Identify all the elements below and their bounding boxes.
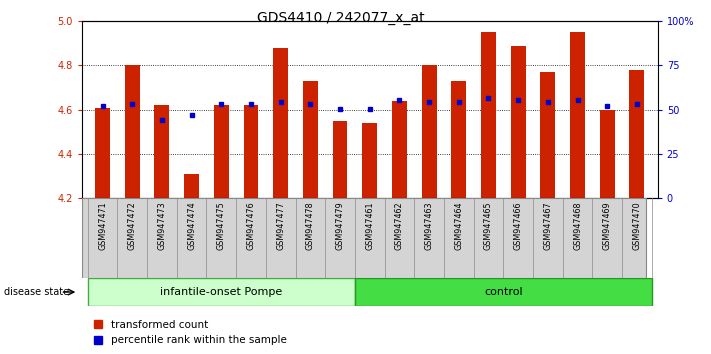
Text: GSM947469: GSM947469: [603, 201, 611, 250]
Bar: [481, 32, 496, 198]
Bar: [629, 70, 644, 198]
Text: GSM947462: GSM947462: [395, 201, 404, 250]
Text: GDS4410 / 242077_x_at: GDS4410 / 242077_x_at: [257, 11, 424, 25]
Bar: [422, 65, 437, 198]
Bar: [355, 278, 652, 306]
Bar: [363, 123, 377, 198]
Text: GSM947464: GSM947464: [454, 201, 464, 250]
Text: GSM947472: GSM947472: [128, 201, 137, 250]
Text: control: control: [484, 287, 523, 297]
Legend: transformed count, percentile rank within the sample: transformed count, percentile rank withi…: [94, 320, 287, 345]
Bar: [244, 105, 258, 198]
Text: GSM947474: GSM947474: [187, 201, 196, 250]
Bar: [570, 32, 585, 198]
Bar: [273, 48, 288, 198]
Bar: [303, 81, 318, 198]
Text: GSM947471: GSM947471: [98, 201, 107, 250]
Text: GSM947473: GSM947473: [157, 201, 166, 250]
Bar: [333, 121, 348, 198]
Bar: [510, 46, 525, 198]
Text: GSM947468: GSM947468: [573, 201, 582, 250]
Text: GSM947466: GSM947466: [513, 201, 523, 250]
Text: GSM947463: GSM947463: [424, 201, 434, 250]
Bar: [95, 108, 110, 198]
Bar: [184, 174, 199, 198]
Bar: [451, 81, 466, 198]
Bar: [154, 105, 169, 198]
Text: GSM947479: GSM947479: [336, 201, 345, 250]
Bar: [540, 72, 555, 198]
Text: GSM947470: GSM947470: [632, 201, 641, 250]
Text: GSM947477: GSM947477: [276, 201, 285, 250]
Bar: [600, 110, 614, 198]
Text: disease state: disease state: [4, 287, 69, 297]
Bar: [125, 65, 139, 198]
Text: GSM947476: GSM947476: [247, 201, 255, 250]
Text: infantile-onset Pompe: infantile-onset Pompe: [160, 287, 282, 297]
Text: GSM947478: GSM947478: [306, 201, 315, 250]
Bar: [392, 101, 407, 198]
Bar: [214, 105, 229, 198]
Bar: [87, 278, 355, 306]
Text: GSM947467: GSM947467: [543, 201, 552, 250]
Text: GSM947465: GSM947465: [484, 201, 493, 250]
Text: GSM947475: GSM947475: [217, 201, 226, 250]
Text: GSM947461: GSM947461: [365, 201, 374, 250]
